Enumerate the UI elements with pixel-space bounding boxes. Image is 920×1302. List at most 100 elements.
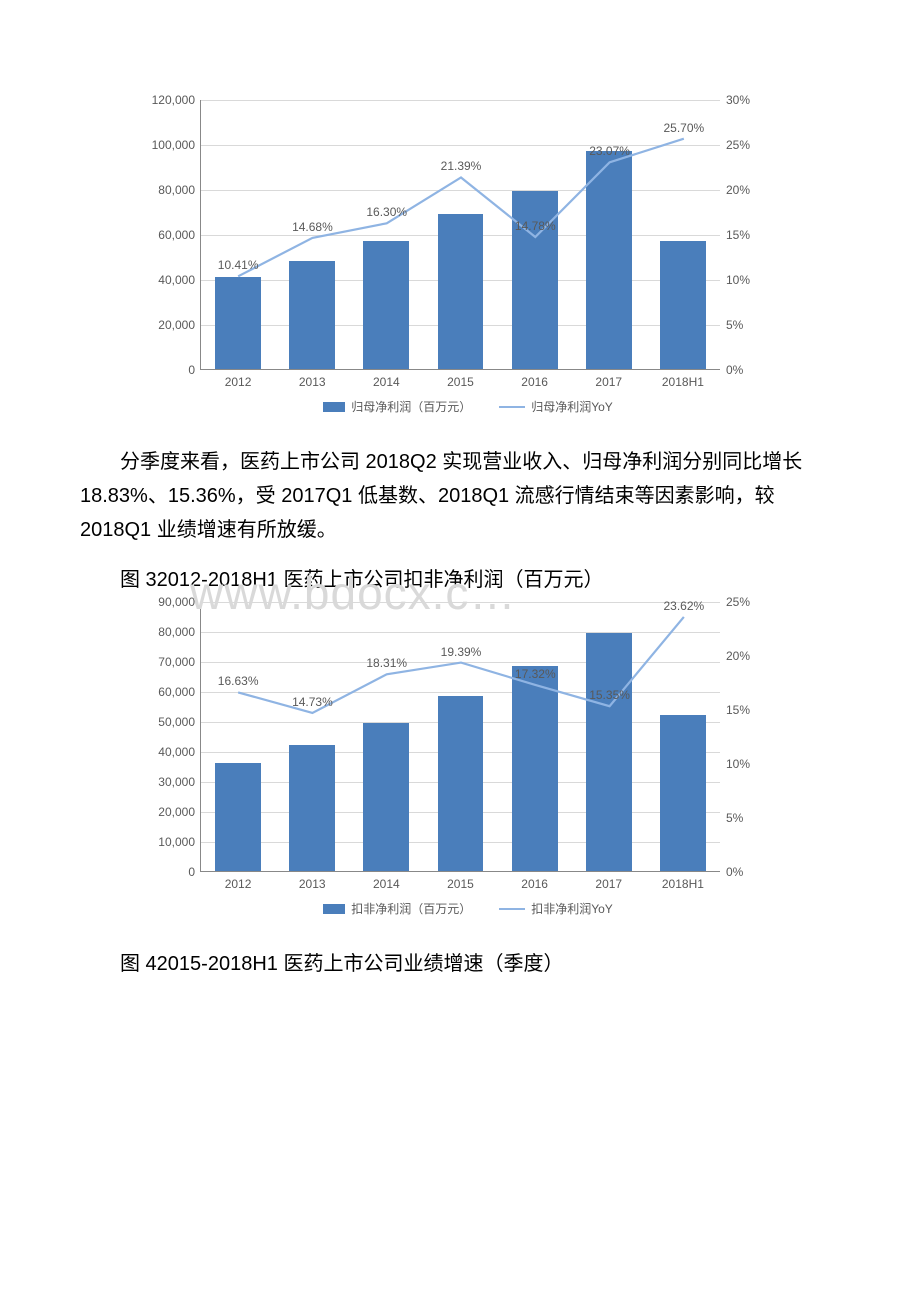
- bar: [289, 261, 335, 369]
- caption-chart-3: 图 42015-2018H1 医药上市公司业绩增速（季度）: [80, 947, 840, 976]
- y-axis-right-tick: 15%: [720, 228, 750, 242]
- x-axis-tick: 2015: [447, 871, 474, 891]
- line-data-label: 23.07%: [589, 144, 630, 158]
- legend-swatch-line: [499, 908, 525, 910]
- bar: [586, 633, 632, 872]
- legend-label-line: 归母净利润YoY: [531, 398, 613, 415]
- line-data-label: 14.78%: [515, 219, 556, 233]
- legend: 归母净利润（百万元） 归母净利润YoY: [200, 398, 736, 415]
- x-axis-tick: 2012: [225, 369, 252, 389]
- line-data-label: 17.32%: [515, 667, 556, 681]
- y-axis-left-tick: 40,000: [158, 273, 201, 287]
- y-axis-left-tick: 20,000: [158, 805, 201, 819]
- bar-slot: 2014: [349, 602, 423, 871]
- x-axis-tick: 2018H1: [662, 871, 704, 891]
- y-axis-right-tick: 10%: [720, 273, 750, 287]
- y-axis-right-tick: 5%: [720, 318, 743, 332]
- line-data-label: 18.31%: [366, 656, 407, 670]
- chart-1-inner: 020,00040,00060,00080,000100,000120,0000…: [140, 100, 780, 415]
- y-axis-right-tick: 25%: [720, 138, 750, 152]
- line-data-label: 21.39%: [441, 159, 482, 173]
- legend-item-line: 归母净利润YoY: [499, 398, 613, 415]
- bar: [512, 191, 558, 369]
- y-axis-right-tick: 20%: [720, 649, 750, 663]
- x-axis-tick: 2017: [595, 871, 622, 891]
- bar-slot: 2012: [201, 602, 275, 871]
- y-axis-left-tick: 80,000: [158, 625, 201, 639]
- legend-item-bar: 扣非净利润（百万元）: [323, 900, 471, 917]
- legend-swatch-bar: [323, 904, 345, 914]
- legend-item-bar: 归母净利润（百万元）: [323, 398, 471, 415]
- x-axis-tick: 2018H1: [662, 369, 704, 389]
- y-axis-left-tick: 0: [188, 363, 201, 377]
- bar: [289, 745, 335, 871]
- y-axis-left-tick: 70,000: [158, 655, 201, 669]
- x-axis-tick: 2014: [373, 369, 400, 389]
- plot-area: 010,00020,00030,00040,00050,00060,00070,…: [200, 602, 720, 872]
- legend-item-line: 扣非净利润YoY: [499, 900, 613, 917]
- bar: [363, 723, 409, 872]
- y-axis-left-tick: 20,000: [158, 318, 201, 332]
- bar-slot: 2017: [572, 602, 646, 871]
- line-data-label: 10.41%: [218, 258, 259, 272]
- y-axis-left-tick: 60,000: [158, 228, 201, 242]
- y-axis-right-tick: 0%: [720, 363, 743, 377]
- bar: [512, 666, 558, 872]
- y-axis-left-tick: 90,000: [158, 595, 201, 609]
- y-axis-right-tick: 15%: [720, 703, 750, 717]
- line-data-label: 19.39%: [441, 645, 482, 659]
- bar-slot: 2018H1: [646, 100, 720, 369]
- x-axis-tick: 2016: [521, 871, 548, 891]
- y-axis-left-tick: 120,000: [152, 93, 201, 107]
- bar-group: 2012201320142015201620172018H1: [201, 602, 720, 871]
- y-axis-right-tick: 30%: [720, 93, 750, 107]
- bar-slot: 2012: [201, 100, 275, 369]
- x-axis-tick: 2013: [299, 369, 326, 389]
- bar-slot: 2015: [423, 100, 497, 369]
- y-axis-right-tick: 10%: [720, 757, 750, 771]
- y-axis-left-tick: 40,000: [158, 745, 201, 759]
- bar-group: 2012201320142015201620172018H1: [201, 100, 720, 369]
- chart-2: www.bdocx.c… 010,00020,00030,00040,00050…: [140, 602, 780, 917]
- x-axis-tick: 2013: [299, 871, 326, 891]
- bar-slot: 2013: [275, 100, 349, 369]
- bar-slot: 2017: [572, 100, 646, 369]
- bar-slot: 2013: [275, 602, 349, 871]
- x-axis-tick: 2016: [521, 369, 548, 389]
- y-axis-left-tick: 100,000: [152, 138, 201, 152]
- y-axis-right-tick: 20%: [720, 183, 750, 197]
- legend-swatch-bar: [323, 402, 345, 412]
- bar: [660, 241, 706, 369]
- bar-slot: 2016: [498, 602, 572, 871]
- bar-slot: 2014: [349, 100, 423, 369]
- legend-label-bar: 扣非净利润（百万元）: [351, 900, 471, 917]
- legend-label-bar: 归母净利润（百万元）: [351, 398, 471, 415]
- chart-1: 020,00040,00060,00080,000100,000120,0000…: [140, 100, 780, 415]
- page: 0 20,000 40,000 60,000 80,000 100,000 120,000 0…: [0, 0, 920, 1042]
- line-data-label: 25.70%: [663, 121, 704, 135]
- line-data-label: 14.68%: [292, 220, 333, 234]
- bar: [215, 763, 261, 871]
- legend-swatch-line: [499, 406, 525, 408]
- x-axis-tick: 2014: [373, 871, 400, 891]
- y-axis-left-tick: 30,000: [158, 775, 201, 789]
- x-axis-tick: 2015: [447, 369, 474, 389]
- line-data-label: 16.63%: [218, 674, 259, 688]
- x-axis-tick: 2012: [225, 871, 252, 891]
- x-axis-tick: 2017: [595, 369, 622, 389]
- bar-slot: 2015: [423, 602, 497, 871]
- bar: [586, 151, 632, 369]
- y-axis-right-tick: 5%: [720, 811, 743, 825]
- line-data-label: 15.35%: [589, 688, 630, 702]
- line-data-label: 23.62%: [663, 599, 704, 613]
- y-axis-left-tick: 50,000: [158, 715, 201, 729]
- y-axis-right-tick: 0%: [720, 865, 743, 879]
- bar-slot: 2016: [498, 100, 572, 369]
- line-data-label: 16.30%: [366, 205, 407, 219]
- bar: [215, 277, 261, 369]
- legend-label-line: 扣非净利润YoY: [531, 900, 613, 917]
- y-axis-left-tick: 10,000: [158, 835, 201, 849]
- bar: [438, 214, 484, 369]
- bar-slot: 2018H1: [646, 602, 720, 871]
- bar: [438, 696, 484, 872]
